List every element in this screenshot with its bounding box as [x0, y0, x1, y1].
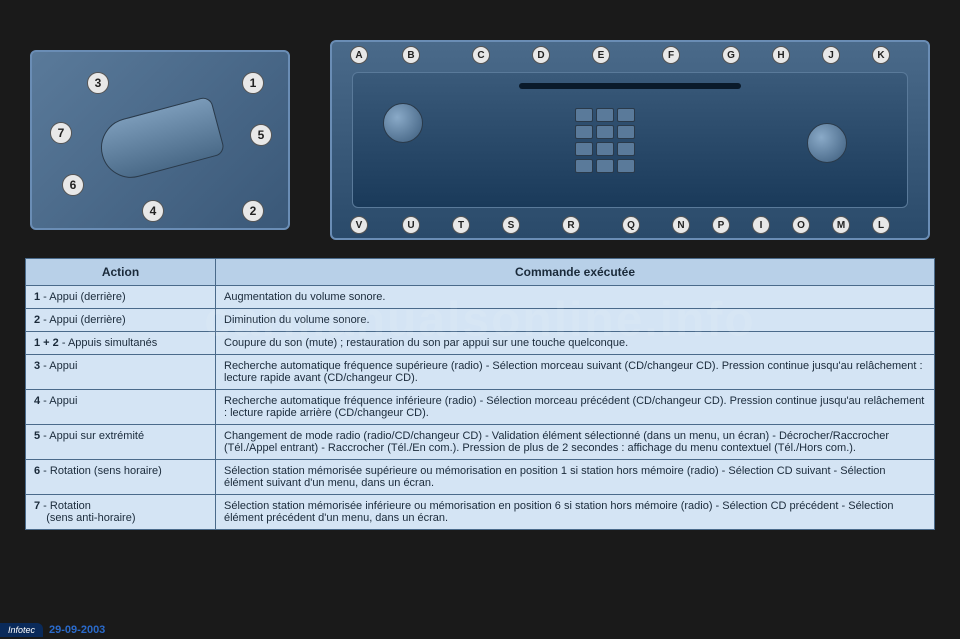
action-text: - Appui — [40, 360, 77, 372]
radio-label-P: P — [712, 216, 730, 234]
brand-badge: Infotec — [0, 623, 43, 637]
radio-label-M: M — [832, 216, 850, 234]
radio-label-D: D — [532, 46, 550, 64]
radio-label-K: K — [872, 46, 890, 64]
action-text: - Appui — [40, 395, 77, 407]
header-command: Commande exécutée — [216, 259, 935, 286]
table-row: 3 - AppuiRecherche automatique fréquence… — [26, 355, 935, 390]
radio-label-G: G — [722, 46, 740, 64]
stalk-label-n6: 6 — [62, 174, 84, 196]
commands-table-wrap: Action Commande exécutée 1 - Appui (derr… — [0, 250, 960, 530]
command-cell: Coupure du son (mute) ; restauration du … — [216, 332, 935, 355]
footer: Infotec 29-09-2003 — [0, 623, 960, 637]
stalk-diagram: 1 2 3 4 5 6 7 — [30, 50, 290, 230]
command-cell: Sélection station mémorisée supérieure o… — [216, 460, 935, 495]
cd-slot — [519, 83, 741, 89]
action-cell: 3 - Appui — [26, 355, 216, 390]
action-cell: 1 - Appui (derrière) — [26, 286, 216, 309]
stalk-label-n5: 5 — [250, 124, 272, 146]
command-cell: Diminution du volume sonore. — [216, 309, 935, 332]
radio-label-J: J — [822, 46, 840, 64]
table-row: 7 - Rotation (sens anti-horaire)Sélectio… — [26, 495, 935, 530]
radio-label-N: N — [672, 216, 690, 234]
radio-label-R: R — [562, 216, 580, 234]
radio-label-O: O — [792, 216, 810, 234]
action-cell: 6 - Rotation (sens horaire) — [26, 460, 216, 495]
radio-label-F: F — [662, 46, 680, 64]
volume-knob — [383, 103, 423, 143]
radio-label-U: U — [402, 216, 420, 234]
command-cell: Recherche automatique fréquence supérieu… — [216, 355, 935, 390]
radio-face — [352, 72, 908, 208]
radio-label-L: L — [872, 216, 890, 234]
command-cell: Augmentation du volume sonore. — [216, 286, 935, 309]
radio-label-I: I — [752, 216, 770, 234]
action-text: - Appui (derrière) — [40, 291, 126, 303]
radio-label-C: C — [472, 46, 490, 64]
table-row: 1 - Appui (derrière)Augmentation du volu… — [26, 286, 935, 309]
action-cell: 4 - Appui — [26, 390, 216, 425]
action-text: - Appuis simultanés — [59, 337, 157, 349]
keypad — [575, 108, 635, 173]
radio-label-T: T — [452, 216, 470, 234]
command-cell: Recherche automatique fréquence inférieu… — [216, 390, 935, 425]
action-cell: 7 - Rotation (sens anti-horaire) — [26, 495, 216, 530]
radio-label-B: B — [402, 46, 420, 64]
action-text: - Rotation (sens anti-horaire) — [34, 500, 135, 524]
stalk-label-n7: 7 — [50, 122, 72, 144]
action-text: - Rotation (sens horaire) — [40, 465, 162, 477]
commands-table: Action Commande exécutée 1 - Appui (derr… — [25, 258, 935, 530]
radio-label-V: V — [350, 216, 368, 234]
action-text: - Appui (derrière) — [40, 314, 126, 326]
images-row: 1 2 3 4 5 6 7 A B C D E F G H J K V U T S R Q N P I O M L — [0, 0, 960, 250]
stalk-label-n3: 3 — [87, 72, 109, 94]
radio-label-E: E — [592, 46, 610, 64]
radio-label-A: A — [350, 46, 368, 64]
radio-label-Q: Q — [622, 216, 640, 234]
footer-date: 29-09-2003 — [49, 624, 105, 637]
action-cell: 5 - Appui sur extrémité — [26, 425, 216, 460]
row-num: 1 + 2 — [34, 337, 59, 349]
stalk-label-n1: 1 — [242, 72, 264, 94]
table-row: 4 - AppuiRecherche automatique fréquence… — [26, 390, 935, 425]
table-row: 1 + 2 - Appuis simultanésCoupure du son … — [26, 332, 935, 355]
radio-label-S: S — [502, 216, 520, 234]
action-text: - Appui sur extrémité — [40, 430, 144, 442]
header-action: Action — [26, 259, 216, 286]
command-cell: Changement de mode radio (radio/CD/chang… — [216, 425, 935, 460]
table-row: 6 - Rotation (sens horaire)Sélection sta… — [26, 460, 935, 495]
action-cell: 1 + 2 - Appuis simultanés — [26, 332, 216, 355]
stalk-label-n4: 4 — [142, 200, 164, 222]
table-row: 2 - Appui (derrière)Diminution du volume… — [26, 309, 935, 332]
nav-knob — [807, 123, 847, 163]
radio-label-H: H — [772, 46, 790, 64]
table-row: 5 - Appui sur extrémitéChangement de mod… — [26, 425, 935, 460]
radio-diagram: A B C D E F G H J K V U T S R Q N P I O M L — [330, 40, 930, 240]
command-cell: Sélection station mémorisée inférieure o… — [216, 495, 935, 530]
stalk-body — [94, 95, 225, 184]
stalk-label-n2: 2 — [242, 200, 264, 222]
action-cell: 2 - Appui (derrière) — [26, 309, 216, 332]
